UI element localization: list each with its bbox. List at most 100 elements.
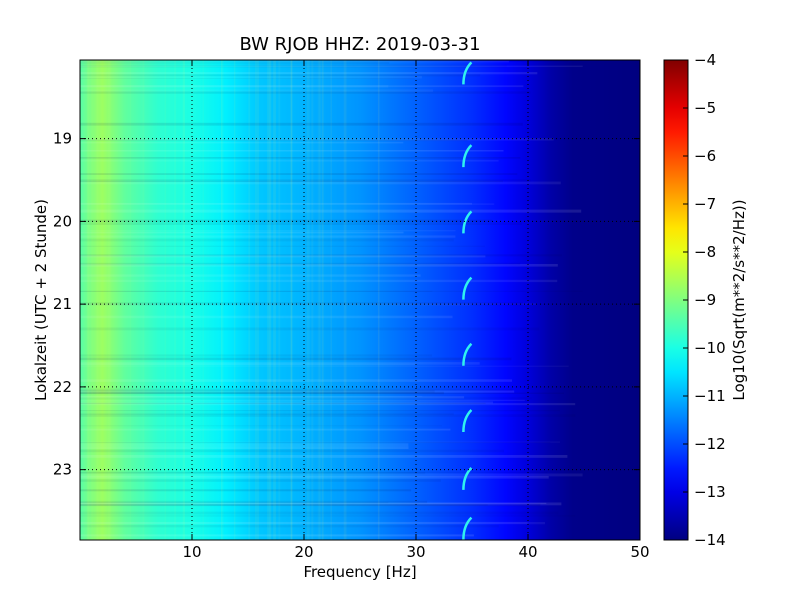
frequency-stripe bbox=[108, 60, 111, 540]
time-stripe bbox=[80, 391, 444, 395]
time-stripe bbox=[80, 379, 512, 382]
colorbar-tick-label: −14 bbox=[694, 531, 726, 549]
chart-title: BW RJOB HHZ: 2019-03-31 bbox=[239, 34, 480, 55]
frequency-stripe bbox=[377, 60, 380, 540]
plot-frame bbox=[79, 59, 641, 541]
time-stripe bbox=[80, 85, 524, 88]
time-stripe bbox=[80, 390, 515, 393]
time-stripe bbox=[80, 402, 486, 404]
time-stripe bbox=[80, 64, 507, 68]
time-stripe bbox=[80, 72, 538, 75]
time-stripe bbox=[80, 410, 561, 412]
time-stripe bbox=[80, 401, 493, 404]
time-stripe bbox=[80, 443, 409, 447]
time-stripe bbox=[80, 85, 389, 88]
frequency-stripe bbox=[220, 60, 223, 540]
time-stripe bbox=[80, 502, 547, 504]
time-stripe bbox=[80, 274, 421, 277]
time-stripe bbox=[80, 471, 548, 474]
time-stripe bbox=[80, 442, 551, 444]
line-features bbox=[462, 61, 473, 540]
time-stripe bbox=[80, 534, 474, 537]
time-stripe bbox=[80, 502, 562, 506]
time-stripe bbox=[80, 179, 531, 182]
time-stripe bbox=[80, 302, 523, 306]
frequency-stripe bbox=[343, 60, 347, 540]
colorbar-label: Log10(Sqrt(m**2/s**2/Hz)) bbox=[730, 199, 748, 400]
time-stripe bbox=[80, 75, 422, 79]
time-stripe bbox=[80, 91, 531, 94]
frequency-stripe bbox=[130, 60, 131, 540]
time-stripe bbox=[80, 403, 576, 406]
time-stripe bbox=[80, 489, 412, 492]
frequency-stripe bbox=[269, 60, 272, 540]
colorbar-tick-label: −12 bbox=[694, 435, 726, 453]
time-stripe bbox=[80, 245, 485, 247]
time-stripe bbox=[80, 181, 561, 185]
frequency-stripe bbox=[290, 60, 293, 540]
time-stripe bbox=[80, 455, 568, 458]
time-stripe bbox=[80, 279, 558, 283]
time-stripe bbox=[80, 428, 451, 431]
time-stripe bbox=[80, 290, 583, 292]
colorbar-tick-label: −13 bbox=[694, 483, 726, 501]
frequency-stripe bbox=[255, 60, 257, 540]
frequency-stripe bbox=[203, 60, 204, 540]
time-stripe bbox=[80, 525, 499, 528]
time-stripe bbox=[80, 202, 472, 205]
time-stripe bbox=[80, 264, 558, 267]
time-stripe bbox=[80, 180, 503, 183]
time-stripe bbox=[80, 522, 545, 525]
colorbar-tick-label: −7 bbox=[694, 195, 716, 213]
frequency-stripe bbox=[306, 60, 310, 540]
time-stripe bbox=[80, 476, 549, 479]
time-stripe bbox=[80, 363, 417, 366]
time-stripe bbox=[80, 446, 409, 449]
frequency-stripe bbox=[248, 60, 250, 540]
time-stripe bbox=[80, 173, 518, 175]
time-stripe bbox=[80, 327, 540, 331]
line-feature-mark bbox=[462, 409, 473, 433]
time-stripe bbox=[80, 362, 480, 365]
time-stripe bbox=[80, 365, 569, 367]
time-stripe bbox=[80, 203, 495, 205]
time-stripe bbox=[80, 89, 434, 92]
time-stripe bbox=[80, 479, 441, 482]
time-stripe bbox=[80, 262, 521, 266]
time-stripe bbox=[80, 77, 415, 79]
plot-area: 10 20 30 40 50 19 20 21 22 23 bbox=[53, 59, 650, 561]
x-tick-label: 50 bbox=[630, 543, 649, 561]
time-stripe bbox=[80, 511, 559, 515]
time-stripe bbox=[80, 60, 509, 63]
time-stripe bbox=[80, 62, 390, 64]
time-stripe bbox=[80, 441, 560, 443]
frequency-stripe bbox=[330, 60, 332, 540]
time-stripe bbox=[80, 390, 435, 393]
time-stripe bbox=[80, 150, 504, 152]
time-stripe bbox=[80, 141, 404, 144]
time-stripe bbox=[80, 238, 454, 242]
time-stripe bbox=[80, 138, 554, 141]
y-tick-label: 21 bbox=[53, 295, 72, 313]
line-feature-mark bbox=[462, 342, 473, 366]
time-stripe bbox=[80, 230, 456, 232]
colorbar-tick-label: −5 bbox=[694, 99, 716, 117]
time-stripe bbox=[80, 414, 576, 417]
y-axis-label: Lokalzeit (UTC + 2 Stunde) bbox=[32, 199, 50, 401]
time-stripe bbox=[80, 219, 493, 222]
x-axis-ticks: 10 20 30 40 50 bbox=[182, 60, 650, 561]
frequency-stripe bbox=[165, 60, 167, 540]
y-tick-label: 19 bbox=[53, 130, 72, 148]
gridlines bbox=[80, 60, 640, 540]
time-stripe bbox=[80, 503, 541, 507]
time-stripe bbox=[80, 160, 499, 162]
line-feature-mark bbox=[462, 61, 473, 85]
frequency-stripe bbox=[278, 60, 281, 540]
time-stripe bbox=[80, 304, 471, 306]
x-tick-label: 20 bbox=[294, 543, 313, 561]
line-feature-mark bbox=[462, 276, 473, 300]
spectrogram-field bbox=[80, 60, 640, 540]
time-stripe bbox=[80, 500, 428, 504]
time-stripe bbox=[80, 65, 583, 67]
time-stripe bbox=[80, 521, 528, 524]
